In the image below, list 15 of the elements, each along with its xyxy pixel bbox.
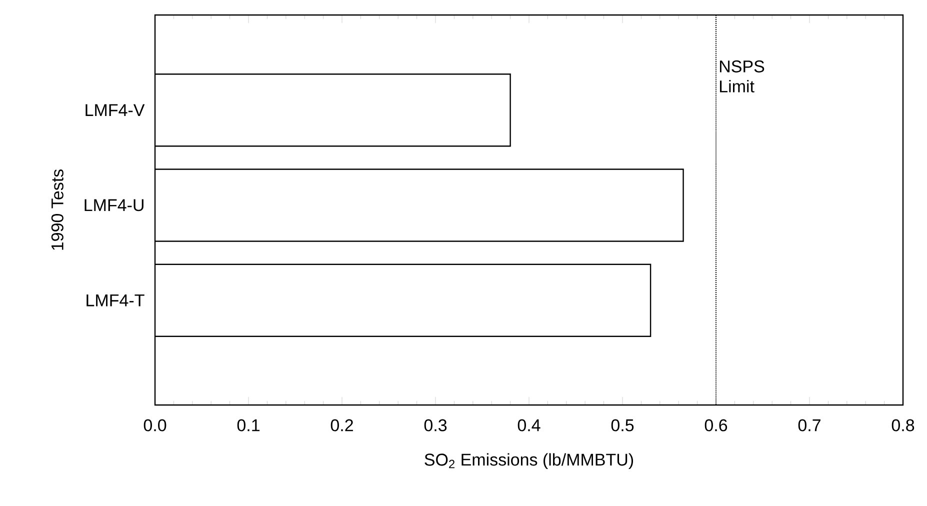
x-tick-label: 0.5 [611,419,634,432]
x-tick-label: 0.8 [892,419,914,432]
y-axis-title: 1990 Tests [51,169,64,250]
ref-line-label: NSPS Limit [720,60,764,92]
x-tick-label: 0.3 [424,419,447,432]
x-tick-label: 0.0 [144,419,166,432]
x-axis-title: SO$_{2}$ Emissions (lb/MMBTU) [424,453,634,470]
x-tick-label: 0.7 [798,419,820,432]
x-tick-label: 0.2 [330,419,353,432]
y-tick-label: LMF4-V [86,104,145,116]
x-tick-label: 0.1 [237,419,260,432]
x-tick-label: 0.4 [518,419,540,432]
y-tick-label: LMF4-U [84,199,144,212]
y-tick-label: LMF4-T [86,294,144,306]
x-tick-label: 0.6 [704,419,728,432]
